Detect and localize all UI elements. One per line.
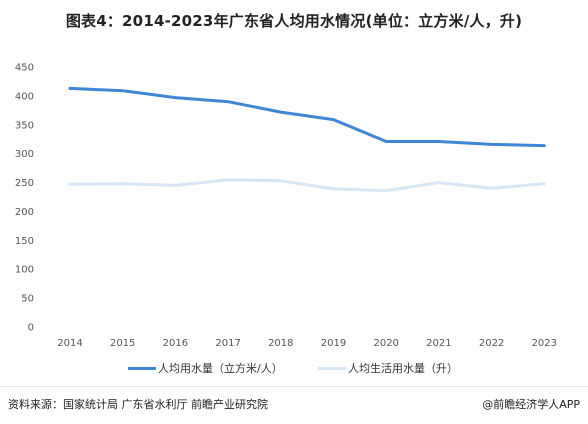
y-tick-label: 200 (15, 207, 34, 218)
source-text: 资料来源：国家统计局 广东省水利厅 前瞻产业研究院 (8, 398, 268, 411)
x-axis: 2014 2015 2016 2017 2018 2019 2020 2021 2022 2023 (57, 338, 557, 349)
footer: 资料来源：国家统计局 广东省水利厅 前瞻产业研究院 @前瞻经济学人APP (0, 386, 588, 417)
x-tick-label: 2015 (110, 338, 135, 349)
line-chart: 0 50 100 150 200 250 300 350 400 450 2014 2015 2016… (15, 63, 557, 350)
x-tick-label: 2022 (479, 338, 504, 349)
legend-swatch-per-capita (128, 366, 156, 370)
legend-item-per-capita: 人均用水量（立方米/人） (128, 360, 283, 376)
series-line-per-capita (68, 86, 546, 148)
brand-text: @前瞻经济学人APP (482, 398, 580, 411)
y-tick-label: 300 (15, 149, 34, 160)
x-tick-label: 2019 (321, 338, 346, 349)
y-tick-label: 350 (15, 120, 34, 131)
x-tick-label: 2014 (57, 338, 82, 349)
legend-swatch-domestic (318, 366, 346, 370)
y-tick-label: 250 (15, 178, 34, 189)
y-tick-label: 150 (15, 236, 34, 247)
legend-item-domestic: 人均生活用水量（升） (318, 360, 458, 376)
x-tick-label: 2018 (268, 338, 293, 349)
series-lines (68, 86, 546, 193)
x-tick-label: 2020 (373, 338, 398, 349)
series-line-domestic (68, 178, 546, 193)
y-tick-label: 400 (15, 91, 34, 102)
y-axis: 0 50 100 150 200 250 300 350 400 450 (15, 63, 34, 334)
x-tick-label: 2017 (215, 338, 240, 349)
y-tick-label: 0 (28, 323, 34, 334)
chart-title: 图表4：2014-2023年广东省人均用水情况(单位：立方米/人，升) (65, 12, 523, 30)
chart-area: 0 50 100 150 200 250 300 350 400 450 2014 2015 2016… (0, 44, 588, 364)
y-tick-label: 50 (21, 294, 34, 305)
y-tick-label: 450 (15, 63, 34, 74)
x-tick-label: 2016 (163, 338, 188, 349)
legend: 人均用水量（立方米/人） 人均生活用水量（升） (0, 360, 588, 378)
x-tick-label: 2023 (532, 338, 557, 349)
legend-label-per-capita: 人均用水量（立方米/人） (158, 362, 283, 375)
y-tick-label: 100 (15, 265, 34, 276)
legend-label-domestic: 人均生活用水量（升） (348, 362, 458, 375)
x-tick-label: 2021 (426, 338, 451, 349)
